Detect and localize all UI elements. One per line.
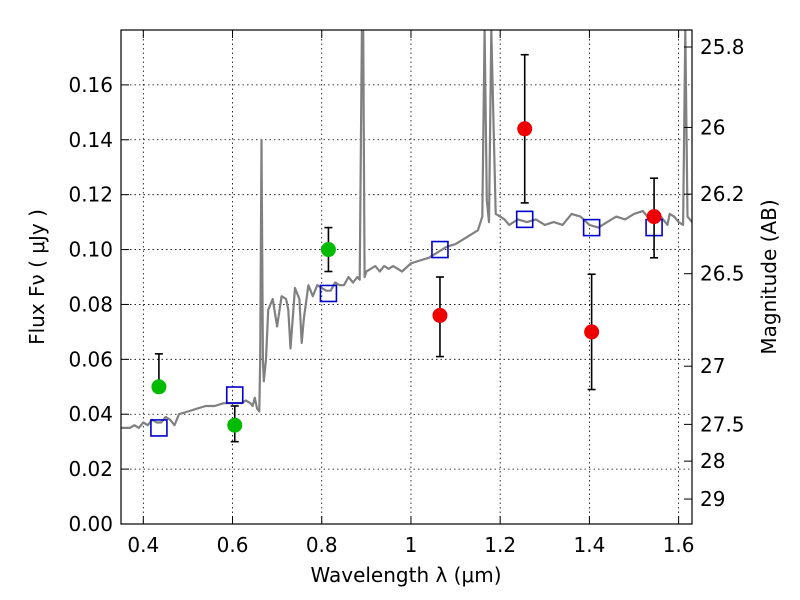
model-photometry-square (225, 386, 244, 404)
model-photometry-square (515, 210, 534, 229)
markers-layer (150, 53, 663, 443)
y2-tick-label: 27 (700, 354, 725, 378)
data-point (517, 121, 533, 137)
x-tick-label: 0.8 (306, 533, 338, 557)
model-photometry-square (582, 218, 601, 237)
spectrum-layer (121, 30, 692, 429)
y-tick-label: 0.10 (68, 238, 113, 262)
y2-tick-label: 25.8 (700, 35, 745, 59)
grid-lines (121, 30, 692, 524)
x-axis-title: Wavelength λ (μm) (310, 563, 501, 587)
tick-labels: 0.4 0.6 0.8 1 1.2 1.4 1.6 0.00 0.02 0.04 0.06 0.08 0… (68, 35, 744, 557)
data-point (646, 209, 662, 225)
y2-tick-label: 28 (700, 449, 725, 473)
y-tick-label: 0.08 (68, 292, 113, 316)
y2-tick-label: 27.5 (700, 412, 745, 436)
data-point (584, 324, 600, 340)
spectrum-line (121, 30, 692, 429)
data-point (227, 417, 243, 433)
y-tick-label: 0.02 (68, 457, 113, 481)
y-tick-label: 0.16 (68, 73, 113, 97)
model-photometry-square (431, 240, 449, 259)
y2-tick-label: 29 (700, 487, 725, 511)
y-tick-label: 0.14 (68, 128, 113, 152)
x-tick-label: 1.4 (573, 533, 605, 557)
model-photometry-square (319, 284, 338, 303)
y-axis-title: Flux Fν ( μJy ) (25, 209, 49, 345)
x-tick-label: 1 (405, 533, 418, 557)
x-tick-label: 1.6 (663, 533, 695, 557)
y-tick-label: 0.06 (68, 347, 113, 371)
y2-tick-label: 26 (700, 115, 725, 139)
tick-marks (121, 30, 692, 525)
x-tick-label: 0.4 (127, 533, 159, 557)
data-point (151, 379, 167, 395)
y2-tick-label: 26.5 (700, 262, 745, 286)
y-tick-label: 0.00 (68, 512, 113, 536)
y-tick-label: 0.12 (68, 183, 113, 207)
y2-tick-label: 26.2 (700, 182, 745, 206)
y2-axis-title: Magnitude (AB) (757, 199, 781, 354)
x-tick-label: 0.6 (217, 533, 249, 557)
data-point (432, 307, 448, 323)
data-point (320, 242, 336, 258)
x-tick-label: 1.2 (484, 533, 516, 557)
model-photometry-square (150, 419, 168, 437)
plot-frame (120, 29, 693, 525)
y-tick-label: 0.04 (68, 402, 113, 426)
